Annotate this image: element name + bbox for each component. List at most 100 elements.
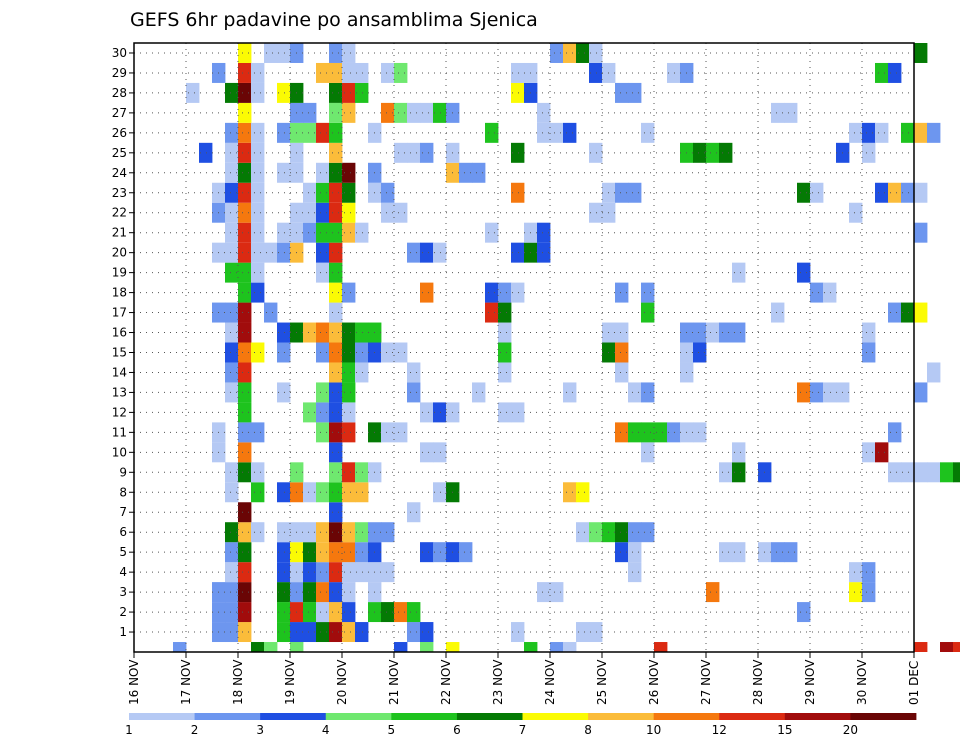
- heatmap-cell: [342, 102, 356, 123]
- heatmap-cell: [316, 162, 330, 183]
- heatmap-cell: [589, 622, 603, 643]
- legend-label: 12: [712, 723, 727, 737]
- heatmap-cell: [823, 282, 837, 303]
- heatmap-cell: [485, 222, 499, 243]
- x-tick-label: 18 NOV: [231, 659, 245, 705]
- y-tick-label: 15: [112, 345, 127, 359]
- heatmap-cell: [342, 582, 356, 603]
- y-tick-label: 3: [119, 585, 127, 599]
- heatmap-cell: [316, 562, 330, 583]
- heatmap-cell: [329, 582, 343, 603]
- legend-label: 8: [584, 723, 592, 737]
- heatmap-cell: [173, 642, 187, 652]
- heatmap-cell: [329, 142, 343, 163]
- heatmap-cell: [615, 342, 629, 363]
- y-tick-label: 22: [112, 206, 127, 220]
- heatmap-cell: [225, 362, 239, 383]
- heatmap-cell: [238, 182, 252, 203]
- heatmap-cell: [888, 462, 902, 483]
- heatmap-cell: [303, 182, 317, 203]
- heatmap-cell: [810, 282, 824, 303]
- heatmap-cell: [381, 602, 395, 623]
- heatmap-cell: [329, 622, 343, 643]
- heatmap-cell: [420, 622, 434, 643]
- legend-swatch: [325, 713, 392, 720]
- heatmap-cell: [238, 162, 252, 183]
- heatmap-cell: [784, 102, 798, 123]
- heatmap-cell: [342, 402, 356, 423]
- heatmap-cell: [355, 62, 369, 83]
- heatmap-cell: [342, 382, 356, 403]
- heatmap-cell: [901, 182, 915, 203]
- heatmap-cell: [498, 362, 512, 383]
- heatmap-cell: [225, 482, 239, 503]
- y-tick-label: 27: [112, 106, 127, 120]
- heatmap-cell: [355, 82, 369, 103]
- x-tick-label: 01 DEC: [907, 661, 921, 705]
- heatmap-cell: [420, 142, 434, 163]
- legend-label: 6: [453, 723, 461, 737]
- heatmap-cell: [316, 182, 330, 203]
- heatmap-cell: [251, 242, 265, 263]
- heatmap-cell: [888, 62, 902, 83]
- heatmap-cell: [706, 142, 720, 163]
- heatmap-cell: [927, 362, 941, 383]
- y-tick-label: 23: [112, 186, 127, 200]
- heatmap-cell: [615, 322, 629, 343]
- heatmap-cell: [225, 522, 239, 543]
- heatmap-cell: [394, 602, 408, 623]
- heatmap-cell: [251, 642, 265, 652]
- heatmap-cell: [732, 322, 746, 343]
- heatmap-cell: [953, 462, 960, 483]
- heatmap-cell: [628, 182, 642, 203]
- heatmap-cell: [420, 402, 434, 423]
- heatmap-cell: [329, 122, 343, 143]
- heatmap-cell: [563, 43, 577, 63]
- legend-swatch: [391, 713, 458, 720]
- heatmap-cell: [433, 402, 447, 423]
- legend-label: 4: [322, 723, 330, 737]
- heatmap-cell: [888, 422, 902, 443]
- heatmap-cell: [329, 43, 343, 63]
- heatmap-cell: [914, 302, 928, 323]
- heatmap-cell: [238, 502, 252, 523]
- heatmap-cell: [251, 342, 265, 363]
- heatmap-cell: [615, 82, 629, 103]
- heatmap-cell: [329, 262, 343, 283]
- heatmap-cell: [511, 62, 525, 83]
- heatmap-cell: [628, 542, 642, 563]
- heatmap-cell: [342, 62, 356, 83]
- heatmap-cell: [316, 62, 330, 83]
- heatmap-cell: [576, 482, 590, 503]
- heatmap-cell: [901, 122, 915, 143]
- heatmap-cell: [498, 282, 512, 303]
- heatmap-cell: [537, 102, 551, 123]
- heatmap-cell: [238, 302, 252, 323]
- heatmap-cell: [316, 242, 330, 263]
- heatmap-cell: [277, 122, 291, 143]
- heatmap-cell: [355, 342, 369, 363]
- heatmap-cell: [641, 382, 655, 403]
- heatmap-cell: [251, 202, 265, 223]
- heatmap-cell: [342, 542, 356, 563]
- heatmap-cell: [342, 202, 356, 223]
- heatmap-cell: [316, 542, 330, 563]
- heatmap-cell: [342, 522, 356, 543]
- y-tick-label: 16: [112, 326, 127, 340]
- heatmap-cell: [615, 542, 629, 563]
- heatmap-cell: [238, 622, 252, 643]
- heatmap-cell: [342, 342, 356, 363]
- heatmap-cell: [329, 502, 343, 523]
- legend-label: 5: [388, 723, 396, 737]
- legend-swatch: [522, 713, 589, 720]
- legend-label: 7: [519, 723, 527, 737]
- heatmap-cell: [355, 462, 369, 483]
- heatmap-cell: [316, 382, 330, 403]
- heatmap-cell: [693, 422, 707, 443]
- heatmap-cell: [641, 122, 655, 143]
- heatmap-cell: [329, 382, 343, 403]
- heatmap-cell: [914, 382, 928, 403]
- y-tick-label: 20: [112, 246, 127, 260]
- y-tick-label: 9: [119, 465, 127, 479]
- legend-swatch: [719, 713, 786, 720]
